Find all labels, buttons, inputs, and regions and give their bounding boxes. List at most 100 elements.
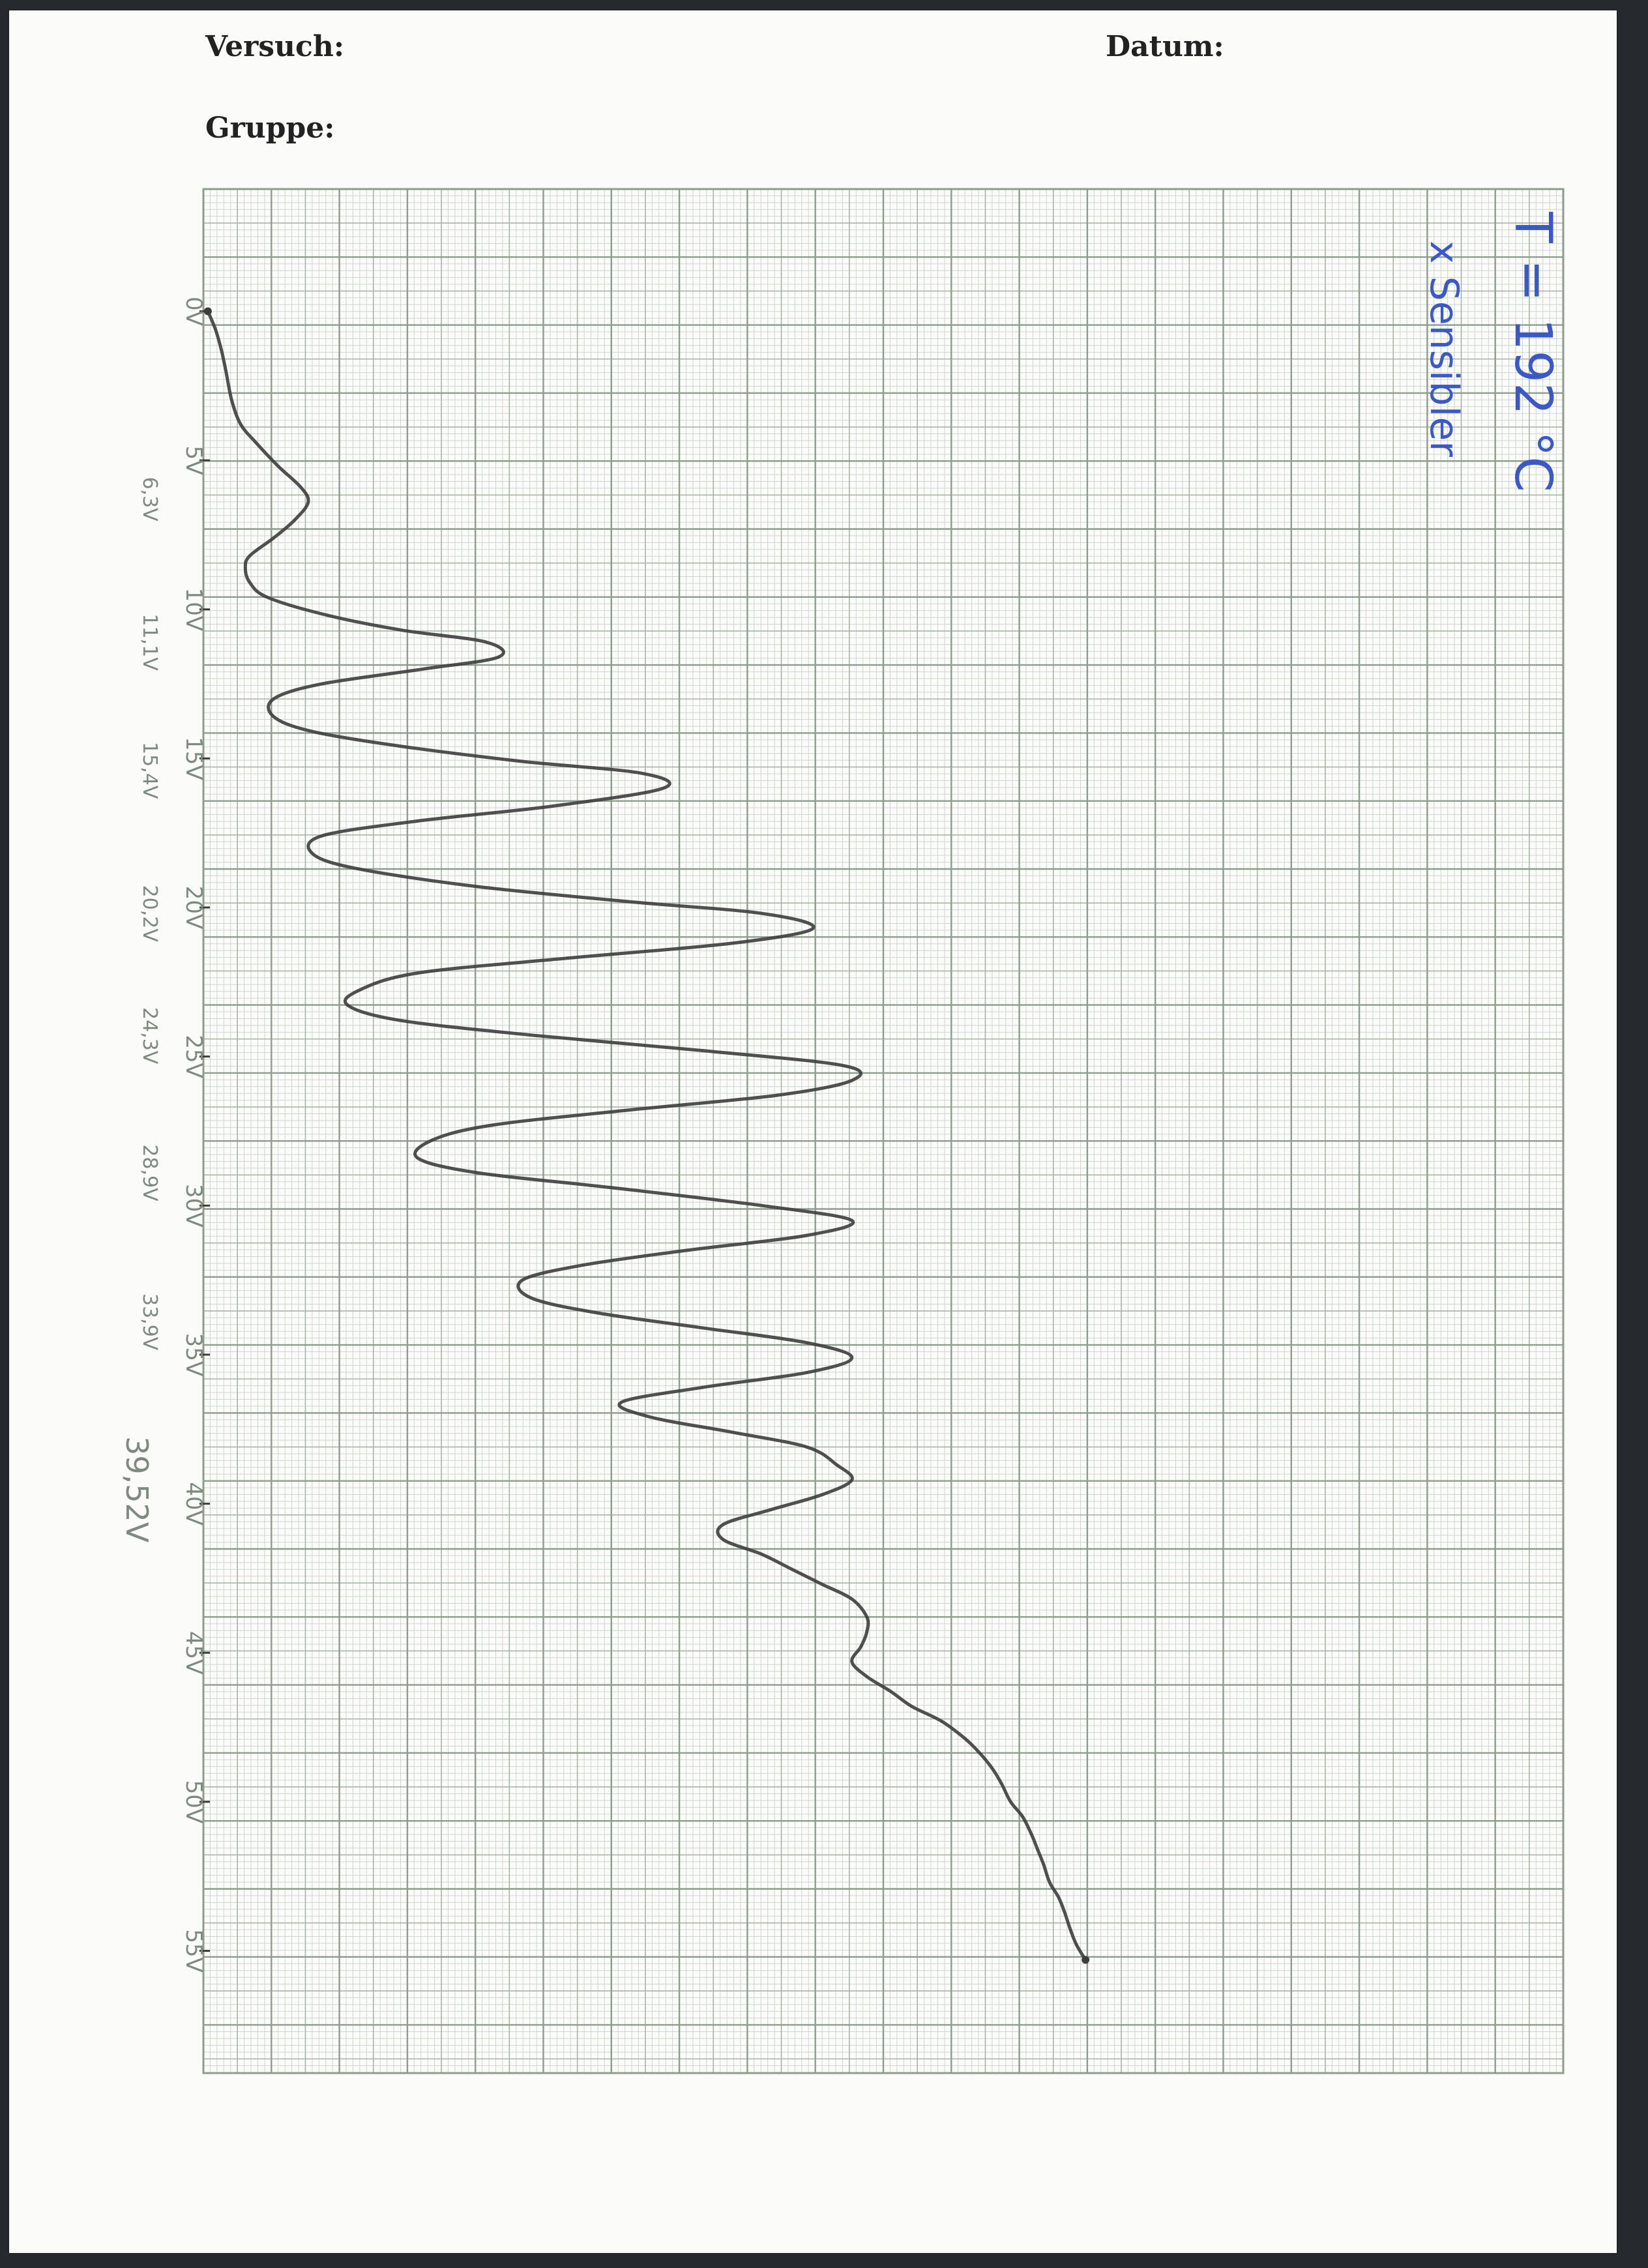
measurement-curve (206, 310, 1087, 1962)
data-point (641, 772, 643, 774)
data-point (320, 834, 323, 837)
data-point (806, 1371, 808, 1374)
data-point (979, 1753, 982, 1756)
datum-label: Datum: (1106, 30, 1224, 63)
data-point (521, 1279, 523, 1282)
data-point (417, 972, 419, 975)
data-point (1057, 1896, 1060, 1898)
x-tick-label: 55V (181, 1929, 207, 1973)
x-tick-label: 45V (181, 1631, 207, 1675)
data-point (941, 1720, 943, 1722)
data-point (776, 1094, 778, 1097)
data-point (889, 1690, 892, 1693)
data-point (431, 1139, 434, 1141)
data-point (312, 853, 314, 855)
curve-end-marker (1082, 1956, 1090, 1964)
data-point (536, 1035, 538, 1037)
grid-border (202, 188, 1565, 2074)
x-tick-label: 0V (181, 297, 207, 326)
data-point (851, 1079, 853, 1082)
data-point (851, 1219, 853, 1222)
temperature-annotation: T = 192 °C (1503, 211, 1562, 492)
data-point (417, 1156, 419, 1159)
data-point (530, 1297, 533, 1299)
data-point (806, 1234, 808, 1237)
x-tick-label: 25V (181, 1035, 207, 1078)
data-point (248, 554, 251, 557)
data-point (491, 1124, 493, 1127)
data-point (214, 328, 216, 331)
data-point (701, 1386, 703, 1389)
data-point (964, 1738, 967, 1741)
data-point (992, 1768, 994, 1771)
data-point (851, 1357, 853, 1359)
data-point (851, 1598, 853, 1600)
data-point (596, 1312, 598, 1314)
data-point (626, 900, 628, 903)
data-point (1069, 1929, 1072, 1932)
data-point (836, 1464, 838, 1466)
data-point (1009, 1801, 1012, 1803)
data-point (272, 698, 275, 700)
data-point (581, 1264, 583, 1267)
data-point (1042, 1863, 1045, 1866)
data-point (1037, 1848, 1039, 1851)
data-point (701, 1327, 703, 1329)
data-point (860, 1645, 862, 1648)
x-tick-label: 20V (181, 886, 207, 930)
data-point (851, 1479, 853, 1481)
grid-minor-lines (203, 189, 1563, 2073)
data-point (686, 1249, 688, 1252)
sensitivity-annotation: x Sensibler (1421, 241, 1467, 457)
data-point (821, 1583, 823, 1585)
data-point (224, 370, 227, 372)
data-point (272, 537, 275, 539)
data-point (417, 819, 419, 822)
gruppe-label: Gruppe: (205, 111, 335, 145)
x-tick-label: 35V (181, 1333, 207, 1377)
data-point (806, 1446, 808, 1449)
data-point (1000, 1782, 1003, 1785)
data-point (551, 805, 553, 808)
data-point (347, 1005, 350, 1007)
data-point (866, 1675, 868, 1678)
peak-label: 33,9V (138, 1293, 161, 1351)
data-point (1030, 1833, 1033, 1836)
data-point (791, 1568, 793, 1570)
data-point (521, 760, 523, 763)
x-tick-label: 5V (181, 446, 207, 475)
data-point (267, 596, 269, 598)
data-point (821, 1494, 823, 1496)
data-point (620, 1401, 623, 1404)
data-point (761, 1553, 763, 1555)
data-point (1048, 1881, 1051, 1883)
data-point (357, 990, 359, 992)
data-point (357, 868, 359, 870)
data-point (312, 730, 314, 733)
data-point (476, 885, 478, 888)
x-tick-label: 15V (181, 737, 207, 780)
data-point (220, 349, 223, 351)
data-point (277, 465, 280, 467)
data-point (244, 567, 246, 569)
data-point (761, 912, 763, 915)
peak-label: 39,52V (119, 1436, 154, 1543)
data-point (327, 614, 329, 617)
data-point (722, 1538, 724, 1540)
data-point (731, 1431, 733, 1434)
peak-label: 20,2V (138, 885, 161, 943)
data-point (231, 400, 233, 402)
x-tick-label: 40V (181, 1482, 207, 1525)
grid-major-lines (202, 188, 1565, 2073)
data-point (770, 1509, 772, 1511)
data-point (293, 519, 296, 522)
data-point (851, 1660, 853, 1663)
data-point (476, 1171, 478, 1174)
data-point (701, 1050, 703, 1052)
data-point (320, 683, 323, 685)
data-point (254, 441, 257, 444)
data-point (1075, 1943, 1078, 1946)
data-point (722, 1524, 724, 1526)
curve-start-marker (203, 307, 212, 316)
